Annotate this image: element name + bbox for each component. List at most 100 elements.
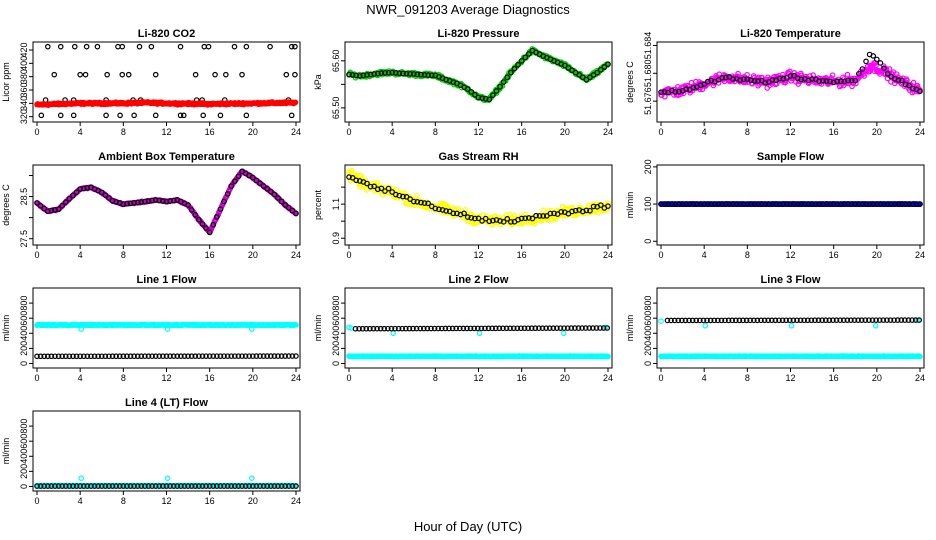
data-point xyxy=(346,174,352,180)
data-point xyxy=(851,317,858,323)
data-point xyxy=(708,201,715,207)
data-point xyxy=(872,322,879,329)
data-point xyxy=(905,317,912,323)
data-point xyxy=(267,188,274,195)
data-point xyxy=(264,353,270,359)
data-point xyxy=(838,201,844,207)
data-point xyxy=(898,317,905,323)
plot-frame xyxy=(344,41,613,123)
data-point xyxy=(385,185,392,192)
data-point xyxy=(292,43,298,50)
x-tick-label: 24 xyxy=(291,250,301,260)
data-point xyxy=(199,353,206,359)
y-tick-label: 27.5 xyxy=(19,230,29,248)
data-point xyxy=(471,325,477,332)
data-point xyxy=(180,112,187,119)
data-point xyxy=(55,353,62,360)
data-point xyxy=(66,195,73,202)
data-point xyxy=(788,322,795,329)
data-point xyxy=(526,215,532,221)
data-point xyxy=(119,71,126,78)
data-point xyxy=(271,353,278,359)
data-point xyxy=(765,317,771,324)
data-point xyxy=(109,353,116,360)
data-point xyxy=(671,317,678,324)
data-point xyxy=(285,204,292,211)
data-point xyxy=(418,71,424,78)
data-point xyxy=(529,215,536,222)
data-point xyxy=(701,201,707,207)
data-point xyxy=(503,212,510,219)
data-point xyxy=(374,325,380,332)
data-point xyxy=(414,71,421,78)
data-point xyxy=(702,322,709,329)
y-tick-label: 200 xyxy=(19,464,29,479)
data-point xyxy=(371,71,377,77)
data-point xyxy=(719,201,725,207)
data-point xyxy=(764,85,770,91)
data-point xyxy=(676,201,682,207)
data-point xyxy=(558,209,565,215)
y-tick-label: 400 xyxy=(19,326,29,341)
data-point xyxy=(895,77,902,83)
data-point xyxy=(751,201,758,207)
data-point xyxy=(748,201,754,207)
y-tick-label: 0 xyxy=(19,484,29,489)
data-point xyxy=(482,95,489,102)
data-point xyxy=(661,201,668,207)
data-point xyxy=(575,325,582,331)
data-point xyxy=(206,353,213,359)
x-tick-label: 12 xyxy=(161,496,171,506)
y-tick-label: 800 xyxy=(331,296,341,311)
data-point xyxy=(94,43,101,50)
data-point xyxy=(668,201,675,207)
data-point xyxy=(849,83,855,90)
data-point xyxy=(866,317,872,323)
data-point xyxy=(895,201,902,207)
data-point xyxy=(737,77,743,83)
data-point xyxy=(515,61,521,68)
x-tick-label: 8 xyxy=(433,250,438,260)
data-point xyxy=(178,353,184,359)
data-point xyxy=(601,64,608,70)
data-point xyxy=(830,201,837,207)
data-point xyxy=(407,196,413,202)
data-point xyxy=(590,203,597,210)
data-point xyxy=(870,53,877,59)
data-point xyxy=(605,353,611,360)
data-point xyxy=(102,353,109,360)
data-point xyxy=(371,183,377,190)
data-point xyxy=(500,325,506,332)
data-point xyxy=(829,72,836,78)
data-point xyxy=(289,353,296,359)
data-point xyxy=(363,325,370,332)
y-tick-label: 0 xyxy=(19,361,29,366)
data-point xyxy=(210,353,217,359)
y-axis-label: ml/min xyxy=(313,315,323,342)
data-point xyxy=(564,325,571,331)
x-tick-label: 4 xyxy=(702,127,707,137)
data-point xyxy=(136,43,143,50)
data-point xyxy=(916,317,923,323)
data-point xyxy=(863,58,869,65)
x-tick-label: 0 xyxy=(346,250,351,260)
x-tick-label: 8 xyxy=(745,250,750,260)
data-point xyxy=(418,199,424,206)
data-point xyxy=(506,211,513,218)
data-point xyxy=(413,325,420,332)
data-point xyxy=(910,79,917,86)
data-point xyxy=(468,214,475,221)
data-point xyxy=(844,317,851,323)
data-point xyxy=(594,69,600,76)
data-point xyxy=(167,353,173,359)
data-point xyxy=(561,325,567,331)
data-point xyxy=(41,205,47,212)
data-point xyxy=(242,353,249,359)
data-point xyxy=(583,207,590,214)
data-point xyxy=(884,70,891,77)
